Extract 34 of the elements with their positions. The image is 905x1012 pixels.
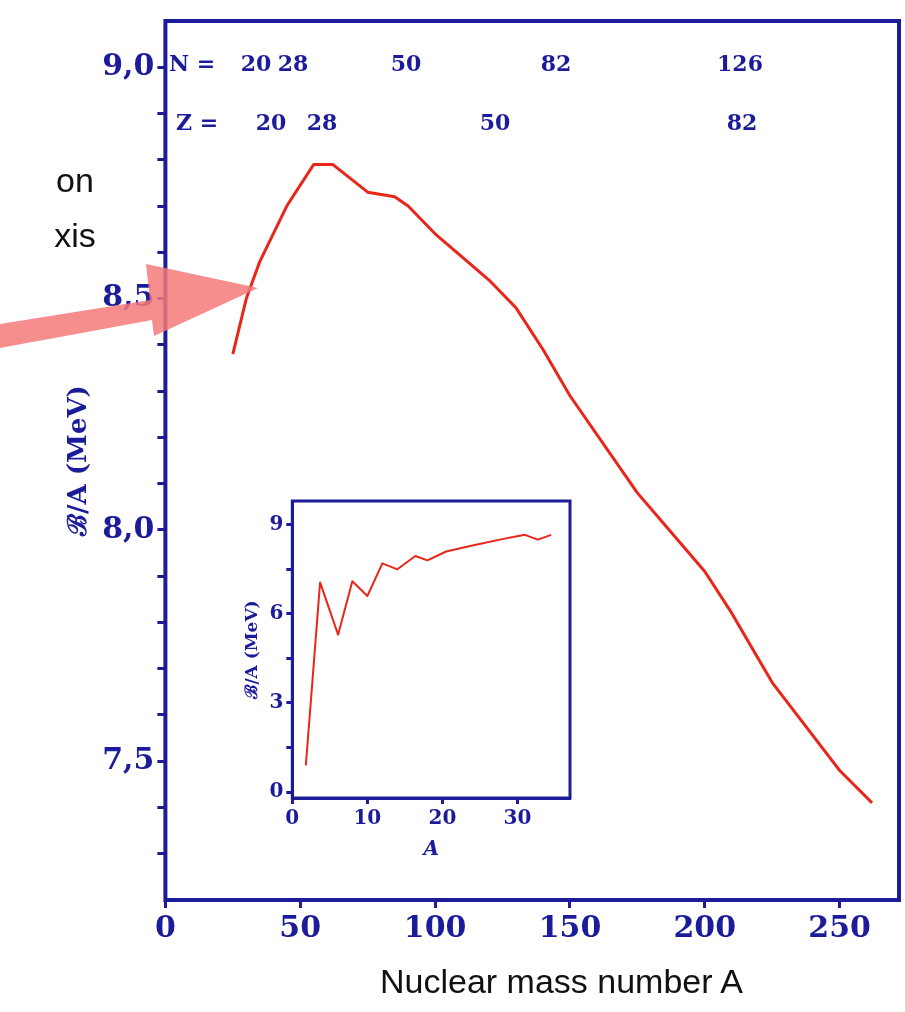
x-axis-title: Nuclear mass number A: [380, 962, 743, 1001]
y-tick-label: 9: [269, 510, 284, 535]
x-tick-label: 10: [353, 805, 382, 830]
x-tick-label: 30: [503, 805, 532, 830]
y-axis-title: ℬ/A (MeV): [62, 385, 93, 537]
text: on: [56, 160, 94, 200]
x-axis-title: A: [421, 836, 439, 861]
y-axis-title: ℬ/A (MeV): [240, 600, 261, 700]
x-tick-label: 150: [538, 908, 602, 944]
x-tick-label: 100: [403, 908, 467, 944]
text: xis: [54, 215, 96, 255]
y-tick-label: 6: [269, 600, 284, 625]
annotation: 126: [717, 50, 763, 76]
y-tick-label: 7,5: [102, 741, 155, 777]
annotation: N =: [168, 50, 216, 76]
annotation: 50: [479, 109, 511, 135]
x-tick-label: 50: [279, 908, 322, 944]
annotation: 28: [306, 109, 338, 135]
annotation: 82: [726, 109, 758, 135]
x-tick-label: 0: [285, 805, 300, 830]
x-tick-label: 20: [428, 805, 457, 830]
annotation: Z =: [175, 109, 219, 135]
annotation: 28: [277, 50, 309, 76]
annotation: 50: [390, 50, 422, 76]
y-tick-label: 9,0: [102, 47, 155, 83]
y-tick-label: 8,5: [102, 278, 155, 314]
x-tick-label: 200: [673, 908, 737, 944]
x-tick-label: 250: [808, 908, 871, 944]
y-tick-label: 3: [269, 689, 284, 714]
y-tick-label: 8,0: [102, 509, 155, 545]
annotation: 20: [255, 109, 287, 135]
annotation: 82: [540, 50, 572, 76]
y-tick-label: 0: [269, 778, 284, 803]
annotation: 20: [240, 50, 272, 76]
